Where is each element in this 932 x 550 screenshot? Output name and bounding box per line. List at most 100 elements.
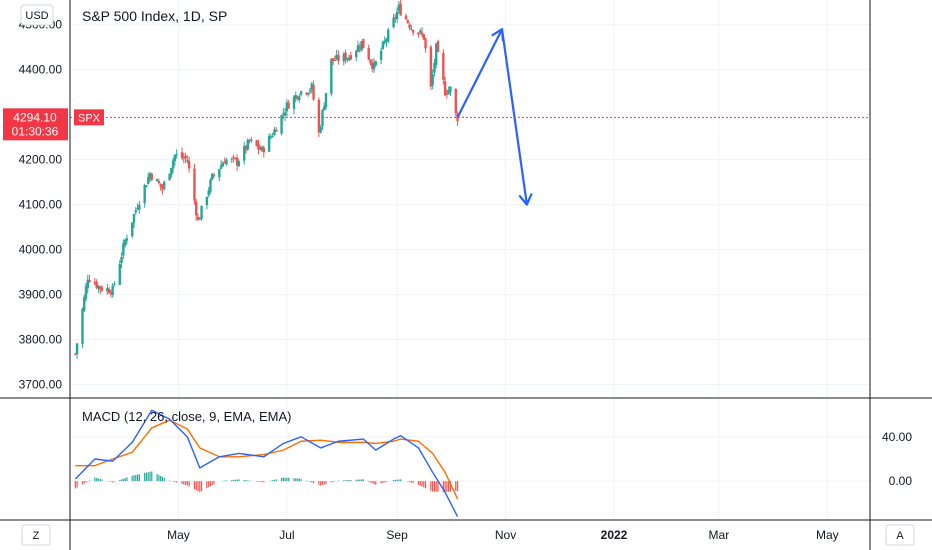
candle-body[interactable] xyxy=(333,59,337,61)
candle-body[interactable] xyxy=(230,158,233,160)
candle-body[interactable] xyxy=(120,257,123,263)
candle-body[interactable] xyxy=(296,96,299,99)
candle-body[interactable] xyxy=(196,216,200,220)
candle-body[interactable] xyxy=(83,297,86,311)
candle-body[interactable] xyxy=(74,353,77,355)
candle-body[interactable] xyxy=(97,285,100,289)
candle-body[interactable] xyxy=(205,197,209,206)
candle-body[interactable] xyxy=(433,62,436,73)
candle-body[interactable] xyxy=(109,293,113,295)
candle-body[interactable] xyxy=(411,30,415,33)
candle-body[interactable] xyxy=(436,41,440,53)
candle-body[interactable] xyxy=(170,167,173,175)
candle-body[interactable] xyxy=(335,54,338,60)
candle-body[interactable] xyxy=(449,86,452,92)
candle-body[interactable] xyxy=(280,115,283,134)
candle-body[interactable] xyxy=(420,32,424,35)
candle-body[interactable] xyxy=(287,103,290,109)
candle-body[interactable] xyxy=(383,40,386,43)
candle-body[interactable] xyxy=(81,308,84,344)
candle-body[interactable] xyxy=(387,29,390,42)
candle-body[interactable] xyxy=(75,343,79,354)
candle-body[interactable] xyxy=(369,59,372,63)
candle-body[interactable] xyxy=(221,163,225,167)
candle-body[interactable] xyxy=(312,84,315,100)
candle-body[interactable] xyxy=(372,63,376,70)
candle-body[interactable] xyxy=(255,140,258,146)
candle-body[interactable] xyxy=(321,109,324,127)
candle-body[interactable] xyxy=(118,264,121,285)
candle-body[interactable] xyxy=(122,243,125,256)
candle-body[interactable] xyxy=(211,173,214,180)
candle-body[interactable] xyxy=(319,127,322,133)
candle-body[interactable] xyxy=(371,62,374,69)
candle-body[interactable] xyxy=(147,177,150,184)
candle-body[interactable] xyxy=(443,81,447,96)
candle-body[interactable] xyxy=(267,135,271,152)
candle-body[interactable] xyxy=(225,159,228,165)
candle-body[interactable] xyxy=(399,3,402,16)
candle-body[interactable] xyxy=(187,160,191,169)
candle-body[interactable] xyxy=(392,17,395,28)
drawn-arrow[interactable] xyxy=(456,28,533,206)
candle-body[interactable] xyxy=(131,222,134,237)
candlestick-series[interactable] xyxy=(74,0,459,359)
candle-body[interactable] xyxy=(171,160,175,169)
zoom-button[interactable]: Z xyxy=(21,524,51,546)
candle-body[interactable] xyxy=(219,165,223,169)
candle-body[interactable] xyxy=(331,58,335,61)
candle-body[interactable] xyxy=(237,161,241,167)
candle-body[interactable] xyxy=(435,43,438,65)
candle-body[interactable] xyxy=(150,173,153,180)
candle-body[interactable] xyxy=(422,34,425,40)
candle-body[interactable] xyxy=(271,135,274,137)
candle-body[interactable] xyxy=(447,90,450,95)
candle-body[interactable] xyxy=(260,146,264,151)
candle-body[interactable] xyxy=(244,145,248,150)
candle-body[interactable] xyxy=(445,93,449,95)
candle-body[interactable] xyxy=(417,32,420,35)
candle-body[interactable] xyxy=(262,147,265,153)
auto-scale-button[interactable]: A xyxy=(885,524,915,546)
macd-pane[interactable] xyxy=(74,409,459,517)
candle-body[interactable] xyxy=(294,95,297,99)
candle-body[interactable] xyxy=(184,156,187,159)
candle-body[interactable] xyxy=(305,92,308,94)
candle-body[interactable] xyxy=(157,181,161,184)
candle-body[interactable] xyxy=(143,185,146,204)
candle-body[interactable] xyxy=(406,20,409,23)
candle-body[interactable] xyxy=(248,139,251,142)
candle-body[interactable] xyxy=(355,51,358,58)
candle-body[interactable] xyxy=(186,160,189,162)
candle-body[interactable] xyxy=(337,55,340,61)
candle-body[interactable] xyxy=(175,154,178,156)
candle-body[interactable] xyxy=(385,39,388,42)
candle-body[interactable] xyxy=(125,238,129,241)
price-axis[interactable]: 3700.00 3800.00 3900.00 4000.00 4100.00 4200.… xyxy=(19,18,63,392)
candle-body[interactable] xyxy=(138,204,141,210)
candle-body[interactable] xyxy=(324,92,328,108)
candle-body[interactable] xyxy=(232,156,235,158)
candle-body[interactable] xyxy=(218,169,221,178)
candle-body[interactable] xyxy=(323,106,326,111)
candle-body[interactable] xyxy=(273,129,276,136)
candle-body[interactable] xyxy=(269,136,273,138)
candle-body[interactable] xyxy=(111,285,114,296)
candle-body[interactable] xyxy=(431,74,434,86)
candle-body[interactable] xyxy=(155,179,159,182)
candle-body[interactable] xyxy=(408,24,411,28)
candle-body[interactable] xyxy=(308,90,312,92)
candle-body[interactable] xyxy=(168,173,171,181)
candle-body[interactable] xyxy=(379,50,383,61)
candle-body[interactable] xyxy=(298,96,301,101)
candle-body[interactable] xyxy=(356,45,360,52)
candle-body[interactable] xyxy=(123,240,127,246)
candle-body[interactable] xyxy=(145,185,148,188)
currency-button[interactable]: USD xyxy=(20,4,54,26)
candle-body[interactable] xyxy=(250,139,253,141)
candle-body[interactable] xyxy=(195,201,198,216)
candle-body[interactable] xyxy=(397,4,401,11)
candle-body[interactable] xyxy=(93,281,97,284)
macd-axis[interactable]: 0.00 40.00 xyxy=(882,430,912,488)
